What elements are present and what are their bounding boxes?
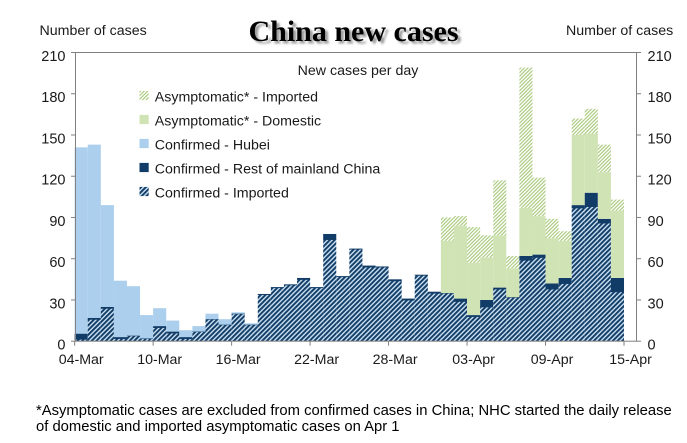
svg-text:28-Mar: 28-Mar: [373, 352, 418, 368]
svg-text:90: 90: [648, 214, 664, 230]
svg-text:09-Apr: 09-Apr: [531, 352, 574, 368]
svg-text:16-Mar: 16-Mar: [216, 352, 261, 368]
svg-text:Asymptomatic* - Domestic: Asymptomatic* - Domestic: [155, 114, 321, 130]
svg-text:15-Apr: 15-Apr: [609, 352, 652, 368]
svg-text:Confirmed - Hubei: Confirmed - Hubei: [155, 138, 270, 154]
svg-text:120: 120: [648, 173, 672, 189]
svg-text:of domestic and imported asymp: of domestic and imported asymptomatic ca…: [36, 419, 400, 435]
svg-text:60: 60: [648, 255, 664, 271]
svg-text:180: 180: [648, 90, 672, 106]
svg-text:120: 120: [41, 173, 65, 189]
svg-text:Confirmed - Imported: Confirmed - Imported: [155, 186, 289, 202]
svg-text:China new cases: China new cases: [251, 18, 461, 51]
svg-text:10-Mar: 10-Mar: [137, 352, 182, 368]
svg-text:30: 30: [648, 296, 664, 312]
svg-text:Confirmed - Rest of mainland C: Confirmed - Rest of mainland China: [155, 162, 381, 178]
svg-text:210: 210: [41, 49, 65, 65]
svg-text:*Asymptomatic cases are exclud: *Asymptomatic cases are excluded from co…: [36, 403, 672, 419]
svg-text:22-Mar: 22-Mar: [294, 352, 339, 368]
svg-text:04-Mar: 04-Mar: [59, 352, 104, 368]
svg-text:Number of cases: Number of cases: [40, 23, 147, 39]
svg-text:90: 90: [49, 214, 65, 230]
svg-text:30: 30: [49, 296, 65, 312]
svg-text:150: 150: [648, 131, 672, 147]
svg-text:210: 210: [648, 49, 672, 65]
svg-text:New cases per day: New cases per day: [298, 63, 420, 79]
svg-text:180: 180: [41, 90, 65, 106]
svg-text:03-Apr: 03-Apr: [452, 352, 495, 368]
svg-text:0: 0: [57, 338, 65, 354]
svg-text:Number of cases: Number of cases: [566, 23, 673, 39]
svg-text:0: 0: [648, 338, 656, 354]
svg-text:60: 60: [49, 255, 65, 271]
svg-text:Asymptomatic* - Imported: Asymptomatic* - Imported: [155, 90, 318, 106]
svg-text:China new cases: China new cases: [248, 15, 458, 48]
svg-text:150: 150: [41, 131, 65, 147]
